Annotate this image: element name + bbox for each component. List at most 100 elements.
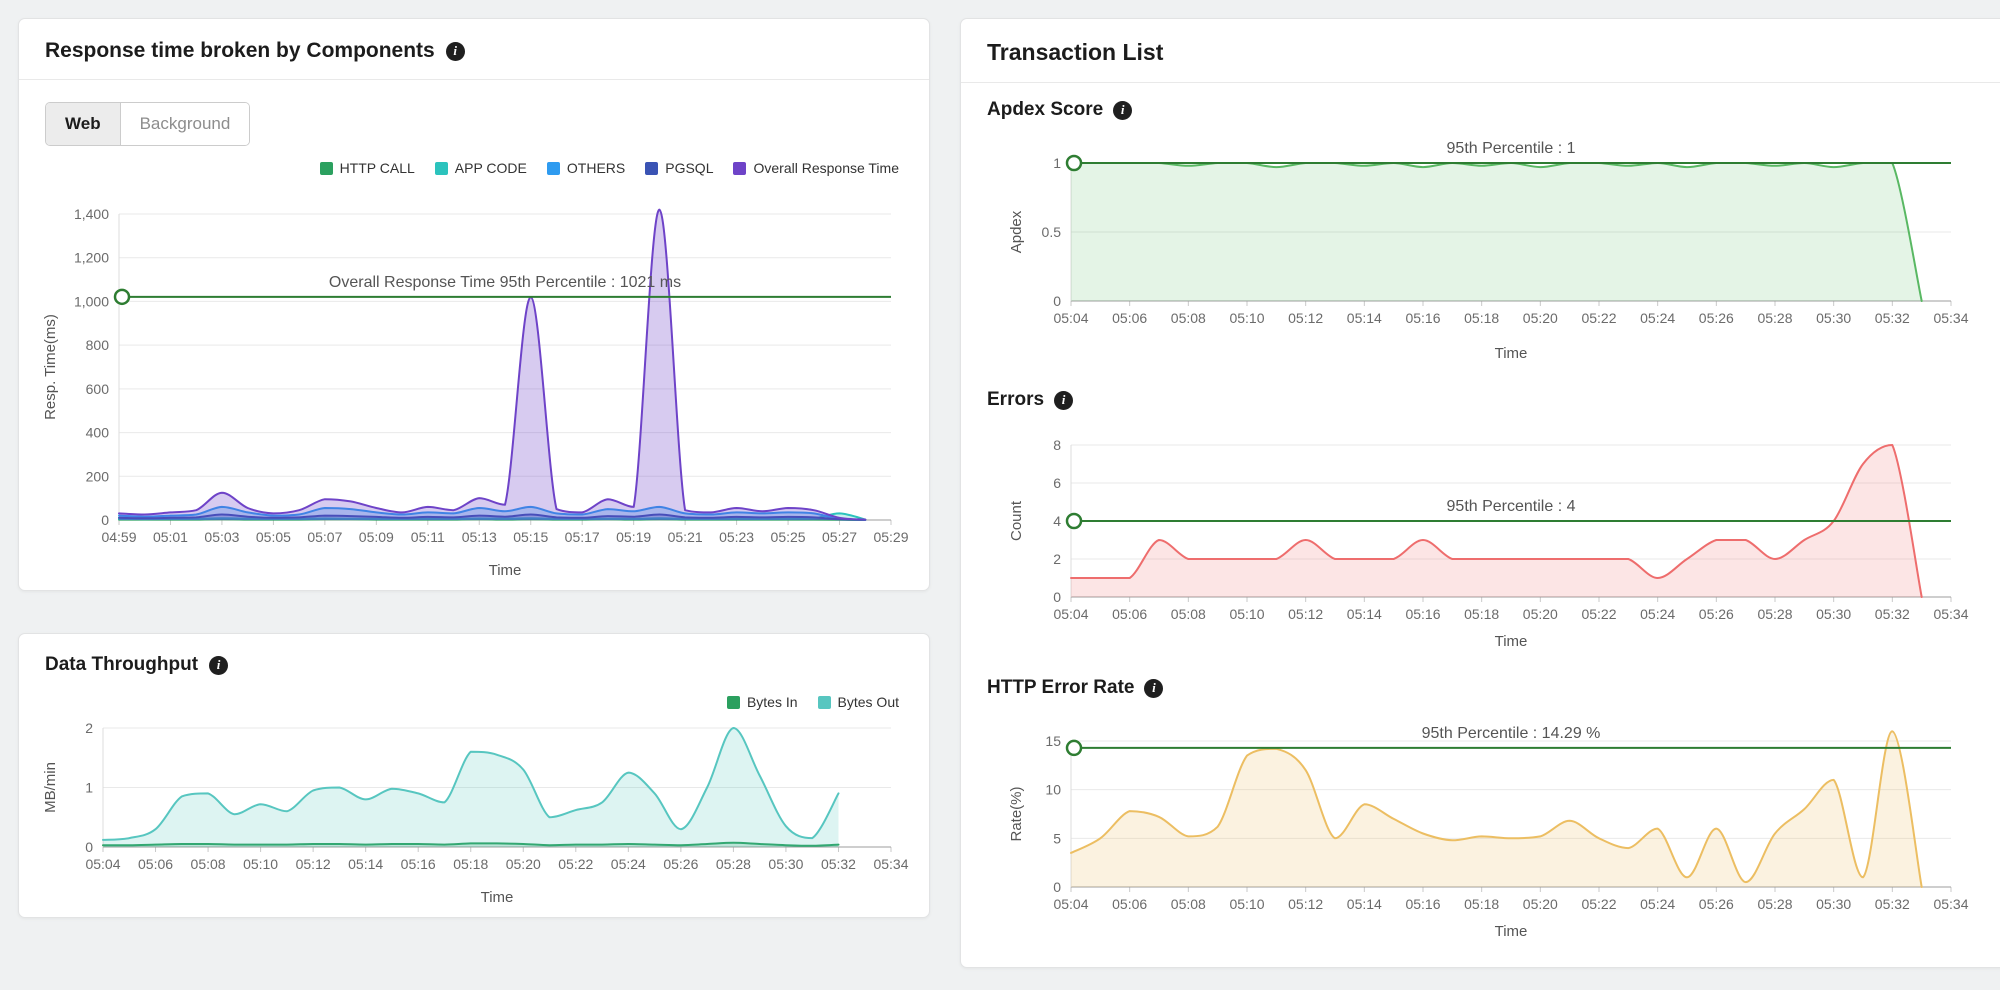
svg-text:05:21: 05:21 [668,529,703,545]
legend-item[interactable]: APP CODE [434,160,527,176]
svg-text:05:28: 05:28 [1757,896,1792,912]
info-icon[interactable]: i [1113,100,1133,120]
svg-text:05:26: 05:26 [1699,896,1734,912]
legend-item[interactable]: Bytes In [726,694,798,710]
legend-label: Bytes Out [837,694,899,710]
svg-text:0: 0 [1053,293,1061,309]
svg-text:05:04: 05:04 [1053,310,1088,326]
svg-text:05:01: 05:01 [153,529,188,545]
legend-item[interactable]: Overall Response Time [733,160,899,176]
http-error-rate-title: HTTP Error Rate [987,677,1135,698]
svg-text:05:24: 05:24 [1640,606,1675,622]
svg-text:05:06: 05:06 [1112,606,1147,622]
svg-text:05:20: 05:20 [1523,310,1558,326]
http-error-rate-section: HTTP Error Rate i 0 5 10 15 05:04 05:06 05:08 0… [961,661,2000,951]
svg-text:05:22: 05:22 [1581,896,1616,912]
svg-text:05:04: 05:04 [1053,606,1088,622]
svg-text:5: 5 [1053,830,1061,846]
tab-background[interactable]: Background [120,103,250,145]
svg-text:05:13: 05:13 [462,529,497,545]
svg-text:05:18: 05:18 [1464,310,1499,326]
svg-text:05:08: 05:08 [1171,606,1206,622]
svg-text:0: 0 [85,839,93,855]
svg-text:05:14: 05:14 [1347,606,1382,622]
svg-text:400: 400 [86,425,110,441]
svg-text:05:10: 05:10 [1229,310,1264,326]
svg-text:05:25: 05:25 [771,529,806,545]
svg-text:Time: Time [481,889,514,906]
errors-svg: 0 2 4 6 8 05:04 05:06 05:08 05:10 05:12 05:14 05:16… [1008,437,1969,650]
svg-text:05:12: 05:12 [1288,896,1323,912]
svg-text:2: 2 [85,720,93,736]
legend-item[interactable]: Bytes Out [817,694,899,710]
throughput-chart-legend: Bytes In Bytes Out [19,682,929,712]
apdex-section-header: Apdex Score i [985,87,1999,123]
svg-text:05:29: 05:29 [873,529,908,545]
web-background-toggle: Web Background [45,102,251,146]
info-icon[interactable]: i [209,655,229,675]
legend-swatch [733,161,747,175]
data-throughput-chart: 0 1 2 05:04 05:06 05:08 05:10 05:12 05:14 05:16 05… [19,712,929,917]
legend-swatch [319,161,333,175]
svg-text:05:17: 05:17 [565,529,600,545]
svg-text:95th Percentile : 14.29 %: 95th Percentile : 14.29 % [1422,725,1601,742]
svg-text:0.5: 0.5 [1042,224,1062,240]
errors-title: Errors [987,389,1045,410]
svg-text:1,000: 1,000 [74,293,109,309]
svg-text:05:04: 05:04 [1053,896,1088,912]
response-panel-title: Response time broken by Components [45,39,435,62]
svg-text:05:30: 05:30 [1816,606,1851,622]
throughput-panel-title: Data Throughput [45,654,199,675]
right-column: Transaction List Apdex Score i 0 0.5 1 05:0… [960,18,2000,972]
svg-text:05:18: 05:18 [1464,606,1499,622]
legend-swatch [817,695,831,709]
legend-label: Bytes In [746,694,798,710]
apdex-score-svg: 0 0.5 1 05:04 05:06 05:08 05:10 05:12 05:14 05:16… [1008,140,1969,362]
svg-text:200: 200 [86,468,110,484]
svg-text:Time: Time [1495,345,1528,362]
svg-text:600: 600 [86,381,110,397]
svg-text:05:32: 05:32 [1875,310,1910,326]
svg-text:1,400: 1,400 [74,206,109,222]
svg-text:05:06: 05:06 [138,856,173,872]
info-icon[interactable]: i [1054,390,1074,410]
svg-text:05:16: 05:16 [401,856,436,872]
svg-text:05:06: 05:06 [1112,896,1147,912]
legend-label: Overall Response Time [753,160,899,176]
svg-text:05:26: 05:26 [663,856,698,872]
transaction-list-title: Transaction List [987,39,1164,65]
svg-text:05:05: 05:05 [256,529,291,545]
apdex-score-title: Apdex Score [987,99,1104,120]
svg-text:Overall Response Time 95th Per: Overall Response Time 95th Percentile : … [329,274,681,291]
svg-text:05:30: 05:30 [1816,896,1851,912]
svg-text:Time: Time [1495,923,1528,940]
info-icon[interactable]: i [1144,678,1164,698]
svg-text:05:12: 05:12 [1288,310,1323,326]
svg-text:800: 800 [86,337,110,353]
svg-text:05:19: 05:19 [616,529,651,545]
errors-section: Errors i 0 2 4 6 8 05:04 05:06 05:08 05:10 05:12 0… [961,373,2000,661]
response-chart-legend: HTTP CALL APP CODE OTHERS PGSQL Overall Resp… [19,148,929,178]
svg-text:0: 0 [101,512,109,528]
svg-text:05:14: 05:14 [1347,310,1382,326]
legend-item[interactable]: HTTP CALL [319,160,415,176]
tab-web[interactable]: Web [46,103,121,145]
info-icon[interactable]: i [445,41,465,61]
svg-text:Count: Count [1008,500,1025,541]
svg-text:05:08: 05:08 [1171,310,1206,326]
svg-text:05:07: 05:07 [307,529,342,545]
svg-text:4: 4 [1053,513,1061,529]
svg-text:05:24: 05:24 [1640,310,1675,326]
svg-text:1: 1 [1053,155,1061,171]
response-components-chart: 0 200 400 600 800 1,000 1,200 1,400 04:59 05:01 05… [19,178,929,590]
legend-item[interactable]: PGSQL [645,160,713,176]
svg-text:05:09: 05:09 [359,529,394,545]
transaction-list-panel: Transaction List Apdex Score i 0 0.5 1 05:0… [960,18,2000,968]
svg-text:05:23: 05:23 [719,529,754,545]
legend-swatch [726,695,740,709]
legend-label: OTHERS [566,160,626,176]
svg-text:15: 15 [1045,733,1061,749]
svg-text:05:26: 05:26 [1699,606,1734,622]
legend-item[interactable]: OTHERS [546,160,626,176]
